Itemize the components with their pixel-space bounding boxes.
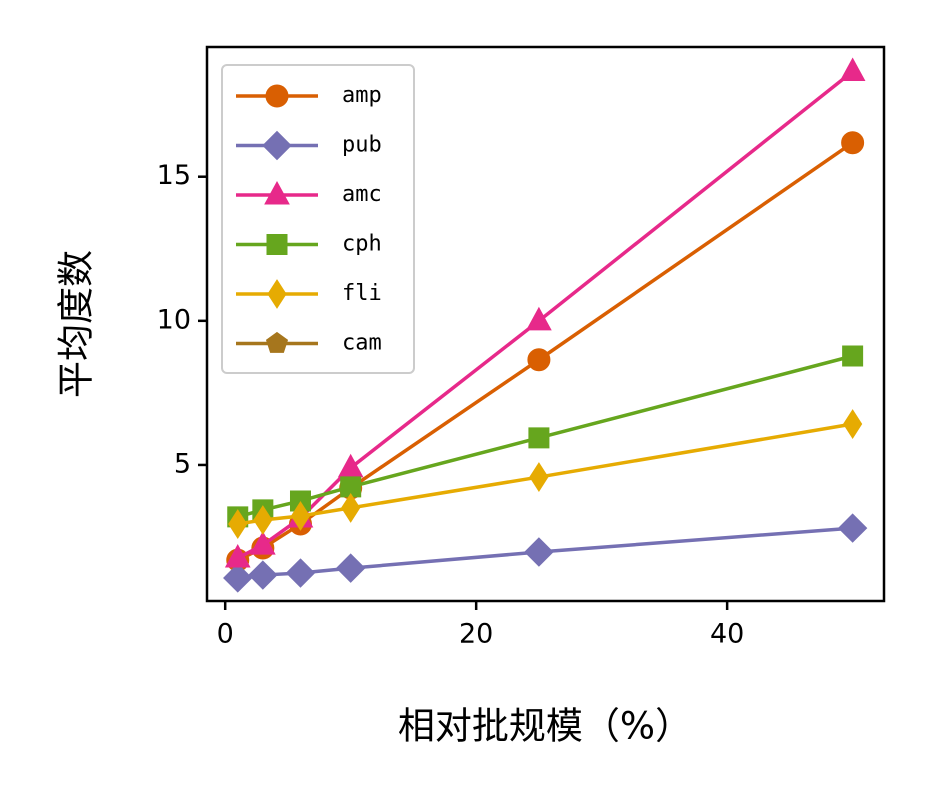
legend-marker — [262, 130, 292, 161]
legend-marker — [264, 180, 290, 205]
legend-label: cam — [342, 331, 382, 356]
data-point — [340, 476, 362, 498]
legend-marker — [267, 279, 287, 309]
data-point — [223, 563, 253, 593]
data-point — [249, 531, 276, 555]
x-tick-label: 0 — [217, 619, 234, 650]
data-point — [248, 560, 278, 590]
legend-label: cph — [342, 232, 382, 257]
data-point — [529, 462, 549, 492]
y-tick-label: 5 — [174, 448, 191, 479]
data-point — [335, 553, 366, 583]
data-point — [289, 490, 311, 512]
data-point — [337, 453, 364, 478]
legend-label: amc — [342, 182, 382, 207]
x-axis-label: 相对批规模（%） — [398, 705, 692, 748]
data-point — [843, 409, 863, 439]
data-point — [524, 537, 554, 567]
legend-box — [221, 64, 415, 374]
legend-label: amp — [342, 83, 382, 108]
x-tick-label: 20 — [459, 619, 493, 650]
data-point — [285, 558, 316, 588]
data-point — [841, 131, 865, 155]
data-point — [224, 544, 251, 568]
data-point — [228, 509, 248, 539]
y-axis-label: 平均度数 — [55, 250, 98, 398]
data-point — [842, 345, 864, 367]
data-point — [341, 492, 361, 523]
legend-marker — [265, 331, 289, 353]
data-point — [837, 513, 868, 543]
legend-marker — [266, 234, 288, 255]
data-point — [527, 348, 551, 372]
legend: amp pub amc cph fli cam — [221, 64, 415, 374]
legend-label: pub — [342, 133, 382, 158]
y-tick-label: 15 — [157, 160, 191, 191]
plot-frame — [205, 45, 886, 603]
data-point — [528, 427, 550, 449]
data-point — [253, 505, 273, 535]
data-point — [290, 501, 311, 531]
data-point — [839, 57, 866, 82]
data-point — [526, 306, 552, 331]
legend-label: fli — [342, 281, 382, 306]
y-tick-label: 10 — [157, 304, 191, 335]
x-tick-label: 40 — [710, 619, 744, 650]
legend-marker — [265, 84, 289, 108]
